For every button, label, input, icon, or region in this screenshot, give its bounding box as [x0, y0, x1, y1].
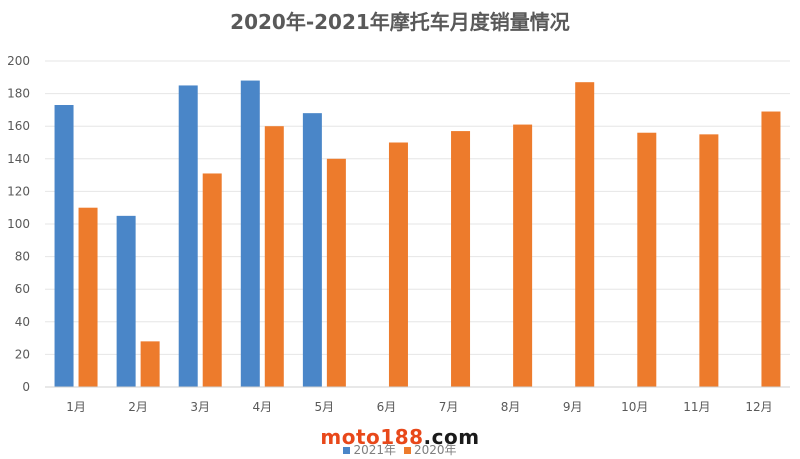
bar-series2-11	[699, 134, 719, 387]
y-tick-label: 140	[7, 152, 30, 166]
x-tick-label: 7月	[439, 400, 459, 414]
x-tick-label: 12月	[745, 400, 772, 414]
legend-label: 2020年	[414, 443, 457, 457]
x-tick-label: 2月	[128, 400, 148, 414]
x-tick-label: 3月	[190, 400, 210, 414]
watermark: moto188.com	[0, 425, 800, 449]
legend-label: 2021年	[353, 443, 396, 457]
watermark-text-main: moto188	[320, 425, 424, 449]
legend-item: 2020年	[404, 441, 457, 458]
grid-layer	[45, 60, 790, 355]
y-tick-label: 180	[7, 87, 30, 101]
bar-series2-7	[451, 131, 471, 387]
bar-series2-9	[575, 82, 595, 387]
bar-series2-4	[264, 126, 284, 387]
bar-series2-1	[78, 207, 98, 387]
x-tick-label: 10月	[621, 400, 648, 414]
bar-series2-6	[388, 142, 408, 387]
y-tick-label: 0	[22, 380, 30, 394]
chart-title: 2020年-2021年摩托车月度销量情况	[230, 10, 570, 34]
bar-series1-2	[116, 215, 136, 387]
bar-series2-5	[326, 158, 346, 387]
x-tick-label: 8月	[501, 400, 521, 414]
x-tick-label: 5月	[315, 400, 335, 414]
bar-series2-2	[140, 341, 160, 387]
bar-series1-1	[54, 105, 74, 387]
axis-layer: 0 20 40 60 80 100 120 140 160 180 200 1月 2月 3月 4月 5月 6月 7…	[7, 54, 790, 414]
y-tick-label: 120	[7, 184, 30, 198]
y-tick-label: 200	[7, 54, 30, 68]
bar-series2-10	[637, 132, 657, 387]
x-tick-label: 6月	[377, 400, 397, 414]
legend-swatch	[404, 447, 411, 454]
bar-series1-3	[178, 85, 198, 387]
bar-series2-12	[761, 111, 781, 387]
x-tick-label: 4月	[252, 400, 272, 414]
x-tick-label: 11月	[683, 400, 710, 414]
bar-series1-4	[240, 80, 260, 387]
legend-swatch	[343, 447, 351, 454]
y-tick-label: 20	[15, 347, 30, 361]
y-tick-label: 60	[15, 282, 30, 296]
bar-series2-3	[202, 173, 222, 387]
watermark-text-domain: .com	[423, 425, 480, 449]
bar-series2-8	[513, 124, 533, 387]
y-tick-label: 40	[15, 315, 30, 329]
y-tick-label: 100	[7, 217, 30, 231]
y-tick-label: 160	[7, 119, 30, 133]
legend: 2021年 2020年	[0, 441, 800, 458]
y-tick-label: 80	[15, 250, 30, 264]
bar-series1-5	[302, 113, 322, 387]
legend-item: 2021年	[343, 441, 396, 458]
x-tick-label: 1月	[66, 400, 86, 414]
bar-layer	[54, 80, 781, 387]
x-tick-label: 9月	[563, 400, 583, 414]
